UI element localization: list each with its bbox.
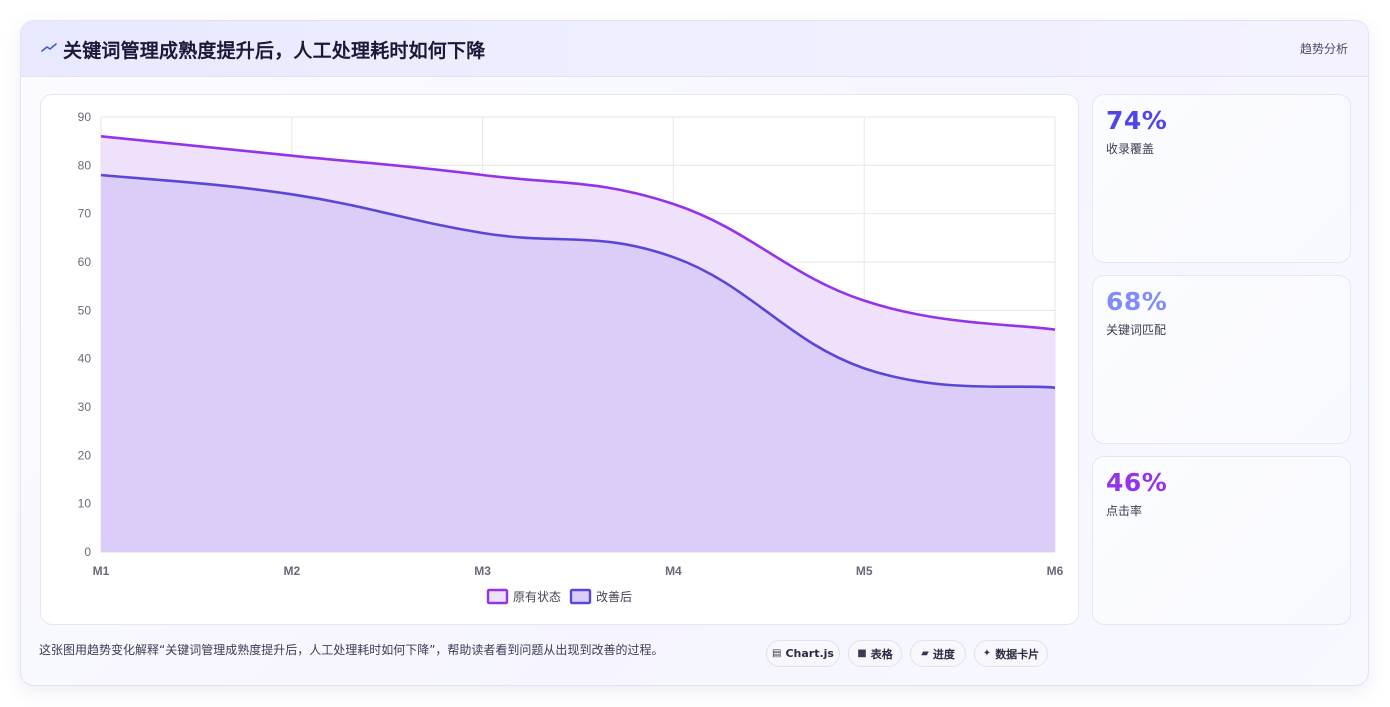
y-tick-label: 30 xyxy=(78,400,92,414)
chip-chartjs[interactable]: ▤ Chart.js xyxy=(766,640,840,667)
card-header: 关键词管理成熟度提升后，人工处理耗时如何下降 趋势分析 xyxy=(21,21,1368,77)
series-line-1 xyxy=(100,173,1056,389)
chip-table[interactable]: ■ 表格 xyxy=(848,640,902,667)
area-chart: 0 10 20 30 40 50 60 70 80 90 M1 M2 M3 M4 M5 M6 原有状态 改善后 xyxy=(78,110,1064,605)
stat-label: 关键词匹配 xyxy=(1106,323,1167,337)
x-tick-label: M2 xyxy=(283,564,300,578)
trend-line-icon xyxy=(41,43,57,52)
y-tick-label: 60 xyxy=(78,255,92,269)
y-tick-label: 10 xyxy=(78,497,92,511)
series-line-0 xyxy=(100,135,1056,331)
stat-card-keyword-match: 68% 关键词匹配 xyxy=(1092,275,1351,444)
stat-card-coverage: 74% 收录覆盖 xyxy=(1092,94,1351,263)
chart-card: 关键词管理成熟度提升后，人工处理耗时如何下降 趋势分析 0 10 20 30 40 50 6… xyxy=(20,20,1369,686)
legend-label: 改善后 xyxy=(596,589,632,604)
series-area-1 xyxy=(101,175,1055,552)
chip-label: 表格 xyxy=(870,647,893,661)
y-tick-label: 50 xyxy=(78,303,92,317)
stat-label: 点击率 xyxy=(1106,504,1143,518)
stat-value: 46% xyxy=(1106,468,1168,497)
progress-icon: ▰ xyxy=(921,648,929,659)
chart-icon: ▤ xyxy=(772,648,782,659)
chip-label: 进度 xyxy=(932,647,955,661)
y-tick-label: 80 xyxy=(78,158,92,172)
chip-label: Chart.js xyxy=(785,647,834,660)
x-tick-label: M1 xyxy=(93,564,110,578)
chip-progress[interactable]: ▰ 进度 xyxy=(910,640,966,667)
stat-value: 68% xyxy=(1106,287,1168,316)
y-tick-label: 0 xyxy=(84,545,91,559)
analysis-tag: 趋势分析 xyxy=(1299,42,1348,56)
legend-swatch xyxy=(569,588,592,605)
x-tick-label: M5 xyxy=(856,564,873,578)
page-title: 关键词管理成熟度提升后，人工处理耗时如何下降 xyxy=(63,40,486,62)
chip-data-cards[interactable]: ✦ 数据卡片 xyxy=(974,640,1048,667)
stat-label: 收录覆盖 xyxy=(1106,142,1155,156)
x-tick-label: M3 xyxy=(474,564,491,578)
y-tick-label: 20 xyxy=(78,448,92,462)
chip-label: 数据卡片 xyxy=(995,647,1040,661)
x-tick-label: M4 xyxy=(665,564,682,578)
chart-description: 这张图用趋势变化解释“关键词管理成熟度提升后，人工处理耗时如何下降”，帮助读者看… xyxy=(39,643,664,657)
sparkle-icon: ✦ xyxy=(982,648,992,659)
legend-swatch xyxy=(486,588,509,605)
x-tick-label: M6 xyxy=(1047,564,1064,578)
table-icon: ■ xyxy=(857,648,867,659)
y-tick-label: 90 xyxy=(78,110,92,124)
chart-panel: 0 10 20 30 40 50 60 70 80 90 M1 M2 M3 M4 M5 M6 原有状态 改善后 xyxy=(40,94,1079,625)
y-tick-label: 70 xyxy=(78,207,92,221)
stat-value: 74% xyxy=(1106,106,1168,135)
stat-card-ctr: 46% 点击率 xyxy=(1092,456,1351,625)
y-tick-label: 40 xyxy=(78,352,92,366)
legend-label: 原有状态 xyxy=(513,590,561,604)
